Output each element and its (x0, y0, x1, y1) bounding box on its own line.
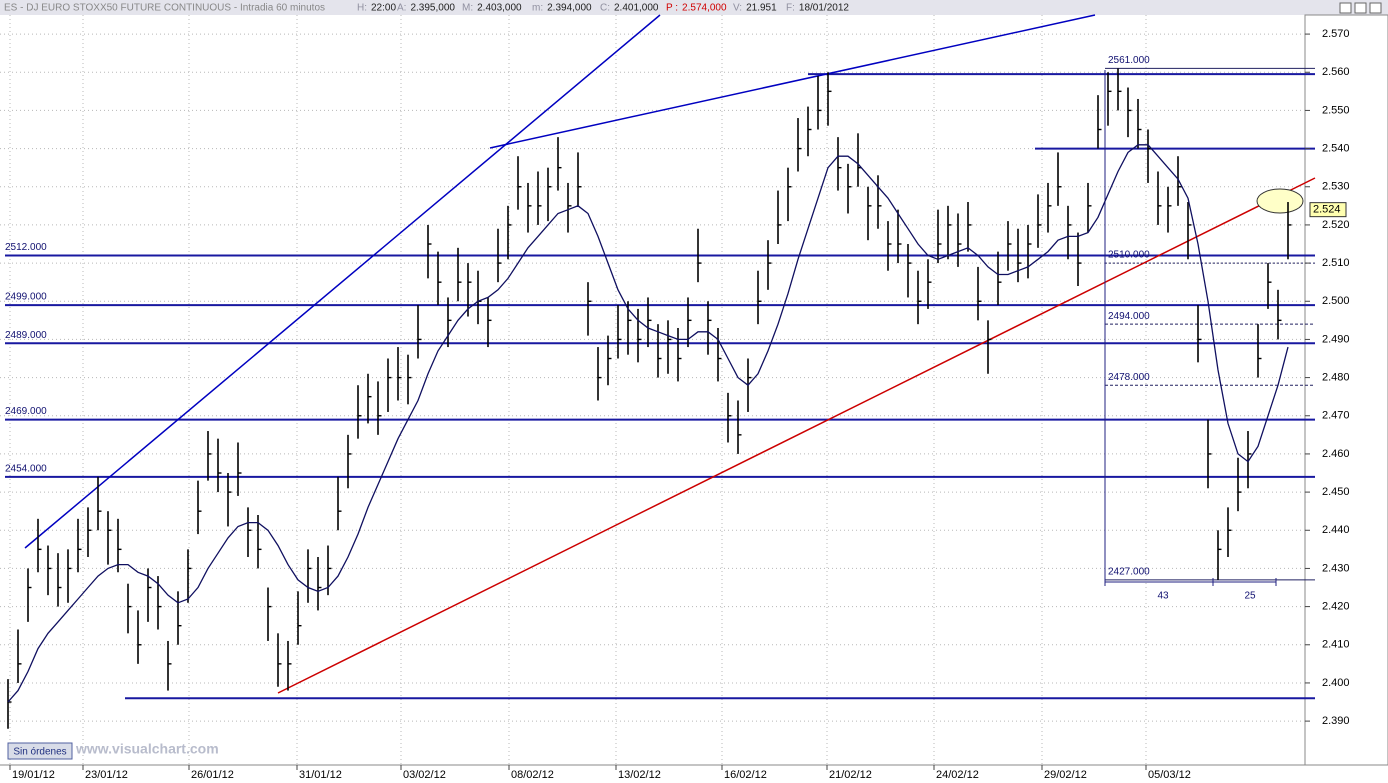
header-value: 2.574,000 (682, 3, 727, 14)
trend-line (277, 177, 1316, 694)
header-value: 18/01/2012 (799, 3, 849, 14)
trend-lines (24, 14, 1316, 694)
header-value: 2.403,000 (477, 3, 522, 14)
y-tick-label: 2.450 (1322, 486, 1350, 498)
header: ES - DJ EURO STOXX50 FUTURE CONTINUOUS -… (4, 3, 849, 14)
header-key: F: (786, 3, 795, 14)
header-value: 21.951 (746, 3, 777, 14)
x-tick-label: 03/02/12 (403, 769, 446, 781)
y-tick-label: 2.400 (1322, 677, 1350, 689)
level-label: 2499.000 (5, 292, 47, 303)
x-tick-label: 23/01/12 (85, 769, 128, 781)
level-label: 2494.000 (1108, 311, 1150, 322)
y-tick-label: 2.480 (1322, 372, 1350, 384)
highlight-ellipse (1256, 188, 1304, 214)
close-button[interactable] (1369, 2, 1382, 14)
levels: 2512.000 2499.000 2489.000 2469.000 2454.000… (5, 55, 1315, 700)
level-label: 2478.000 (1108, 372, 1150, 383)
header-key: m: (532, 3, 543, 14)
y-tick-label: 2.500 (1322, 295, 1350, 307)
level-label: 2512.000 (5, 242, 47, 253)
x-tick-label: 31/01/12 (299, 769, 342, 781)
y-tick-label: 2.490 (1322, 333, 1350, 345)
x-tick-label: 29/02/12 (1044, 769, 1087, 781)
x-tick-label: 19/01/12 (12, 769, 55, 781)
y-tick-label: 2.430 (1322, 562, 1350, 574)
x-tick-label: 21/02/12 (829, 769, 872, 781)
y-tick-label: 2.520 (1322, 219, 1350, 231)
x-tick-label: 05/03/12 (1148, 769, 1191, 781)
y-tick-label: 2.570 (1322, 28, 1350, 40)
header-key: P : (666, 3, 678, 14)
header-title: ES - DJ EURO STOXX50 FUTURE CONTINUOUS -… (4, 3, 325, 14)
window-buttons (1339, 2, 1382, 14)
header-key: A: (397, 3, 406, 14)
last-price-box (1309, 202, 1347, 218)
header-key: M: (462, 3, 473, 14)
watermark: www.visualchart.com (75, 741, 219, 757)
header-value: 2.395,000 (410, 3, 455, 14)
price-axis-panel (1304, 14, 1388, 766)
y-tick-label: 2.470 (1322, 410, 1350, 422)
y-tick-label: 2.530 (1322, 181, 1350, 193)
header-key: H: (357, 3, 367, 14)
x-tick-label: 26/01/12 (191, 769, 234, 781)
level-label: 2427.000 (1108, 567, 1150, 578)
x-tick-label: 08/02/12 (511, 769, 554, 781)
maximize-button[interactable] (1354, 2, 1367, 14)
header-key: V: (733, 3, 742, 14)
trend-line (489, 14, 1096, 149)
y-tick-label: 2.390 (1322, 715, 1350, 727)
y-tick-label: 2.420 (1322, 601, 1350, 613)
grid (0, 15, 1305, 765)
last-price-label: 2.524 (1313, 204, 1341, 216)
level-label: 2454.000 (5, 463, 47, 474)
moving-average (7, 144, 1289, 703)
bar-count: 43 (1157, 591, 1169, 602)
x-tick-label: 16/02/12 (724, 769, 767, 781)
y-tick-label: 2.550 (1322, 104, 1350, 116)
axes: 2.390 2.400 2.410 2.420 2.430 2.440 2.450 2.460… (9, 28, 1350, 781)
bar-count: 25 (1244, 591, 1256, 602)
y-tick-label: 2.440 (1322, 524, 1350, 536)
y-tick-label: 2.410 (1322, 639, 1350, 651)
y-tick-label: 2.510 (1322, 257, 1350, 269)
x-tick-label: 13/02/12 (618, 769, 661, 781)
level-label: 2489.000 (5, 330, 47, 341)
bars (7, 68, 1292, 729)
minimize-button[interactable] (1339, 2, 1352, 14)
header-key: C: (600, 3, 610, 14)
header-value: 2.394,000 (547, 3, 592, 14)
level-label: 2510.000 (1108, 250, 1150, 261)
level-label: 2561.000 (1108, 55, 1150, 66)
level-label: 2469.000 (5, 406, 47, 417)
status: Sin órdenes www.visualchart.com (7, 741, 219, 760)
y-tick-label: 2.540 (1322, 142, 1350, 154)
header-value: 22:00 (371, 3, 396, 14)
y-tick-label: 2.560 (1322, 66, 1350, 78)
x-tick-label: 24/02/12 (936, 769, 979, 781)
orders-label: Sin órdenes (13, 747, 66, 758)
y-tick-label: 2.460 (1322, 448, 1350, 460)
orders-button[interactable] (7, 742, 73, 760)
trend-line (24, 14, 661, 549)
header-bar (0, 0, 1388, 15)
header-value: 2.401,000 (614, 3, 659, 14)
